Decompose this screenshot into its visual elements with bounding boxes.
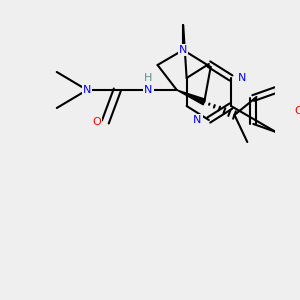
Text: N: N [238,73,247,83]
Text: O: O [294,106,300,116]
Text: N: N [179,45,188,55]
Polygon shape [177,90,205,105]
Text: N: N [83,85,91,95]
Text: H: H [144,73,153,83]
Text: O: O [92,117,101,127]
Text: N: N [193,115,202,125]
Text: N: N [144,85,153,95]
